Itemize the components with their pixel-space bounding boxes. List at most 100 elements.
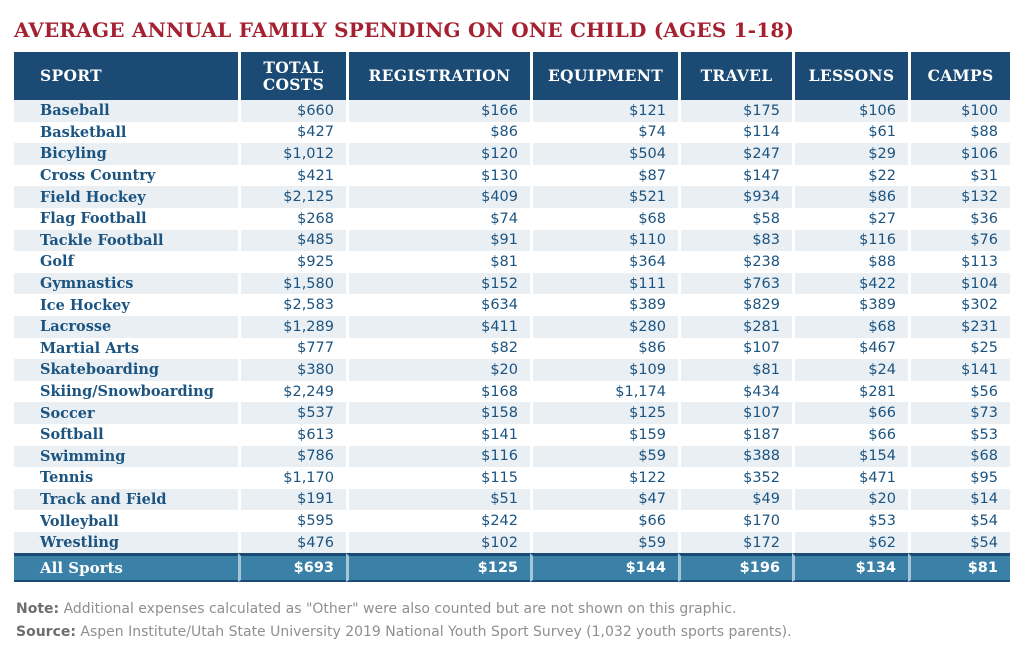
cell-value: $95 (908, 467, 1010, 489)
table-row: Swimming $786 $116 $59 $388 $154 $68 (14, 445, 1010, 468)
cell-value: $116 (346, 445, 530, 468)
cell-value: $36 (908, 207, 1010, 230)
cell-value: $122 (530, 467, 678, 489)
cell-value: $83 (678, 229, 792, 252)
cell-value: $141 (908, 359, 1010, 381)
cell-value: $56 (908, 380, 1010, 403)
cell-sport: Gymnastics (14, 272, 238, 295)
cell-value: $29 (792, 143, 908, 165)
cell-value: $88 (792, 251, 908, 273)
table-row: Skateboarding $380 $20 $109 $81 $24 $141 (14, 359, 1010, 381)
cell-value: $154 (792, 445, 908, 468)
summary-value: $81 (908, 553, 1010, 583)
cell-sport: Track and Field (14, 488, 238, 511)
cell-value: $537 (238, 402, 346, 424)
cell-sport: Golf (14, 251, 238, 273)
cell-value: $86 (792, 186, 908, 208)
cell-value: $91 (346, 229, 530, 252)
cell-value: $281 (678, 315, 792, 338)
cell-value: $147 (678, 164, 792, 187)
cell-sport: Volleyball (14, 510, 238, 532)
table-row: Cross Country $421 $130 $87 $147 $22 $31 (14, 164, 1010, 187)
header-row: SPORT TOTAL COSTS REGISTRATION EQUIPMENT TRA… (14, 52, 1010, 100)
summary-value: $196 (678, 553, 792, 583)
cell-value: $27 (792, 207, 908, 230)
cell-value: $100 (908, 100, 1010, 122)
table-row: Softball $613 $141 $159 $187 $66 $53 (14, 423, 1010, 446)
cell-value: $1,580 (238, 272, 346, 295)
cell-sport: Softball (14, 423, 238, 446)
cell-value: $88 (908, 121, 1010, 144)
source-text: Aspen Institute/Utah State University 20… (80, 624, 792, 640)
cell-value: $613 (238, 423, 346, 446)
cell-value: $2,583 (238, 294, 346, 316)
cell-value: $106 (908, 143, 1010, 165)
cell-value: $158 (346, 402, 530, 424)
cell-sport: Soccer (14, 402, 238, 424)
cell-value: $115 (346, 467, 530, 489)
column-header-equipment: EQUIPMENT (530, 52, 678, 100)
cell-sport: Basketball (14, 121, 238, 144)
cell-value: $61 (792, 121, 908, 144)
cell-value: $172 (678, 531, 792, 554)
table-row: Skiing/Snowboarding $2,249 $168 $1,174 $434 $… (14, 380, 1010, 403)
cell-value: $62 (792, 531, 908, 554)
cell-value: $166 (346, 100, 530, 122)
cell-value: $471 (792, 467, 908, 489)
summary-value: $134 (792, 553, 908, 583)
cell-sport: Baseball (14, 100, 238, 122)
cell-value: $121 (530, 100, 678, 122)
column-header-total-costs: TOTAL COSTS (238, 52, 346, 100)
cell-value: $66 (792, 402, 908, 424)
cell-value: $106 (792, 100, 908, 122)
note-line: Note: Additional expenses calculated as … (16, 598, 792, 621)
cell-value: $24 (792, 359, 908, 381)
source-label: Source: (16, 624, 76, 640)
cell-value: $59 (530, 531, 678, 554)
table-row: Golf $925 $81 $364 $238 $88 $113 (14, 251, 1010, 273)
cell-sport: Skateboarding (14, 359, 238, 381)
cell-value: $242 (346, 510, 530, 532)
column-header-sport: SPORT (14, 52, 238, 100)
cell-value: $104 (908, 272, 1010, 295)
table-row: Tackle Football $485 $91 $110 $83 $116 $76 (14, 229, 1010, 252)
footnotes: Note: Additional expenses calculated as … (16, 598, 792, 644)
cell-value: $76 (908, 229, 1010, 252)
cell-value: $82 (346, 337, 530, 360)
source-line: Source: Aspen Institute/Utah State Unive… (16, 621, 792, 644)
cell-value: $595 (238, 510, 346, 532)
cell-sport: Field Hockey (14, 186, 238, 208)
cell-sport: Martial Arts (14, 337, 238, 360)
cell-value: $934 (678, 186, 792, 208)
cell-value: $25 (908, 337, 1010, 360)
cell-sport: Tackle Football (14, 229, 238, 252)
table-row: Volleyball $595 $242 $66 $170 $53 $54 (14, 510, 1010, 532)
cell-value: $411 (346, 315, 530, 338)
cell-sport: Tennis (14, 467, 238, 489)
summary-label: All Sports (14, 553, 238, 583)
cell-value: $47 (530, 488, 678, 511)
summary-value: $693 (238, 553, 346, 583)
cell-value: $111 (530, 272, 678, 295)
column-header-registration: REGISTRATION (346, 52, 530, 100)
cell-value: $132 (908, 186, 1010, 208)
cell-sport: Swimming (14, 445, 238, 468)
cell-value: $73 (908, 402, 1010, 424)
cell-value: $109 (530, 359, 678, 381)
cell-value: $54 (908, 531, 1010, 554)
cell-value: $238 (678, 251, 792, 273)
column-header-lessons: LESSONS (792, 52, 908, 100)
cell-value: $660 (238, 100, 346, 122)
cell-value: $421 (238, 164, 346, 187)
cell-value: $786 (238, 445, 346, 468)
cell-value: $1,170 (238, 467, 346, 489)
cell-value: $31 (908, 164, 1010, 187)
cell-value: $467 (792, 337, 908, 360)
note-label: Note: (16, 601, 60, 617)
cell-value: $107 (678, 337, 792, 360)
cell-value: $68 (908, 445, 1010, 468)
cell-value: $74 (530, 121, 678, 144)
cell-value: $389 (530, 294, 678, 316)
cell-value: $409 (346, 186, 530, 208)
table-row: Baseball $660 $166 $121 $175 $106 $100 (14, 100, 1010, 122)
